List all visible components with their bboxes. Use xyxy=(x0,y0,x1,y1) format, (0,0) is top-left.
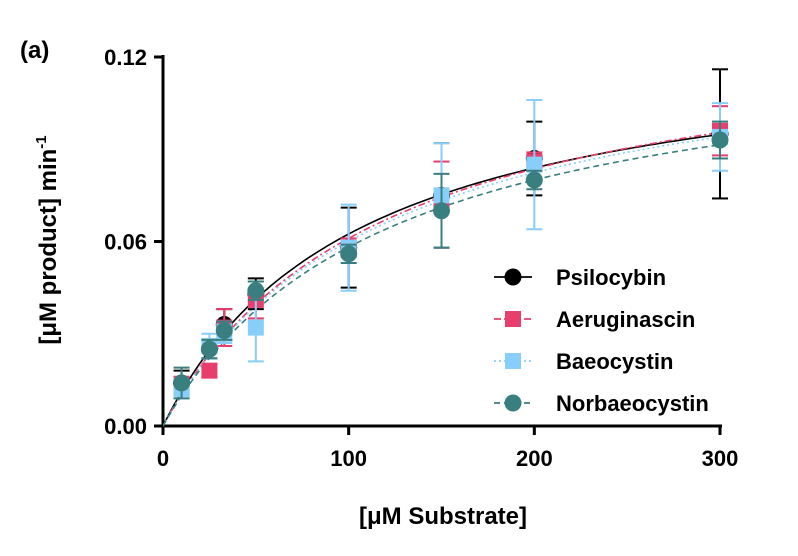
y-axis-title: [μM product] min-1 xyxy=(33,135,62,344)
data-point-baeocystin xyxy=(526,156,543,173)
series-norbaeocystin xyxy=(173,120,729,400)
y-axis-title-superscript: -1 xyxy=(33,135,50,148)
legend-marker-psilocybin xyxy=(504,268,522,286)
data-points xyxy=(173,68,729,400)
data-point-norbaeocystin xyxy=(215,322,233,340)
legend-marker-aeruginascin xyxy=(505,311,521,327)
x-axis-title: [μM Substrate] xyxy=(359,503,527,530)
data-point-baeocystin xyxy=(247,319,264,336)
legend-label-norbaeocystin: Norbaeocystin xyxy=(556,391,709,416)
legend-marker-baeocystin xyxy=(505,353,521,369)
legend-label-baeocystin: Baeocystin xyxy=(556,349,673,374)
y-tick-label: 0.00 xyxy=(104,414,147,439)
axes: 0 100 200 300 0.00 0.06 0.12 xyxy=(104,45,738,471)
data-point-norbaeocystin xyxy=(433,202,450,220)
data-point-norbaeocystin xyxy=(247,282,265,300)
x-tick-label: 200 xyxy=(516,446,553,471)
legend: Psilocybin Aeruginascin Baeocystin Norbaeoc… xyxy=(494,265,709,416)
data-point-norbaeocystin xyxy=(200,340,218,358)
legend-label-aeruginascin: Aeruginascin xyxy=(556,307,695,332)
data-point-norbaeocystin xyxy=(711,131,729,149)
data-point-norbaeocystin xyxy=(173,374,191,392)
data-point-aeruginascin xyxy=(201,362,218,379)
legend-marker-norbaeocystin xyxy=(504,394,522,412)
legend-label-psilocybin: Psilocybin xyxy=(556,265,666,290)
x-tick-label: 300 xyxy=(702,446,739,471)
data-point-norbaeocystin xyxy=(525,171,543,189)
x-tick-label: 0 xyxy=(157,446,169,471)
y-axis-title-main: [μM product] min xyxy=(35,149,62,345)
panel-label: (a) xyxy=(20,37,49,64)
x-tick-label: 100 xyxy=(330,446,367,471)
y-tick-label: 0.12 xyxy=(104,45,147,70)
data-point-norbaeocystin xyxy=(340,245,358,263)
y-tick-label: 0.06 xyxy=(104,230,147,255)
